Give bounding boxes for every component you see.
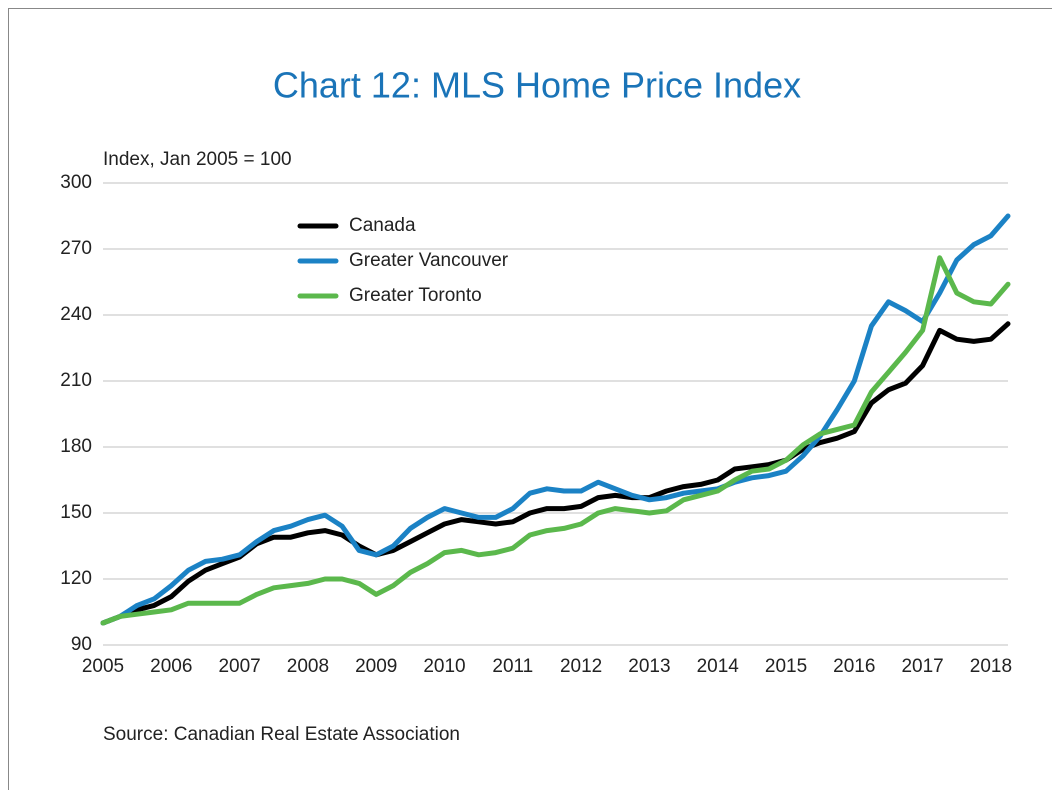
series-line bbox=[100, 321, 1011, 626]
x-tick-label: 2006 bbox=[150, 656, 192, 677]
y-tick-label: 210 bbox=[60, 370, 92, 391]
x-tick-label: 2012 bbox=[560, 656, 602, 677]
legend-label: Greater Vancouver bbox=[349, 250, 509, 271]
x-tick-label: 2013 bbox=[628, 656, 670, 677]
series-line bbox=[100, 255, 1011, 626]
chart-title: Chart 12: MLS Home Price Index bbox=[273, 65, 801, 106]
x-tick-label: 2016 bbox=[833, 656, 875, 677]
grid bbox=[103, 182, 1008, 646]
y-tick-label: 300 bbox=[60, 172, 92, 193]
x-tick-label: 2008 bbox=[287, 656, 329, 677]
y-tick-label: 180 bbox=[60, 436, 92, 457]
x-tick-label: 2005 bbox=[82, 656, 124, 677]
y-axis-label: Index, Jan 2005 = 100 bbox=[103, 149, 292, 170]
x-tick-label: 2015 bbox=[765, 656, 807, 677]
x-tick-label: 2018 bbox=[970, 656, 1012, 677]
y-tick-label: 90 bbox=[71, 634, 92, 655]
y-tick-label: 240 bbox=[60, 304, 92, 325]
x-tick-label: 2011 bbox=[492, 656, 533, 677]
x-tick-label: 2017 bbox=[901, 656, 943, 677]
legend-label: Greater Toronto bbox=[349, 285, 482, 306]
x-tick-label: 2009 bbox=[355, 656, 397, 677]
y-tick-label: 120 bbox=[60, 568, 92, 589]
y-tick-label: 150 bbox=[60, 502, 92, 523]
y-tick-label: 270 bbox=[60, 238, 92, 259]
x-tick-label: 2007 bbox=[218, 656, 260, 677]
x-tick-label: 2014 bbox=[697, 656, 740, 677]
legend-label: Canada bbox=[349, 215, 416, 236]
lines bbox=[100, 213, 1011, 626]
source: Source: Canadian Real Estate Association bbox=[103, 724, 460, 745]
x-tick-label: 2010 bbox=[423, 656, 465, 677]
frame bbox=[8, 8, 1052, 790]
series-line bbox=[100, 213, 1011, 626]
